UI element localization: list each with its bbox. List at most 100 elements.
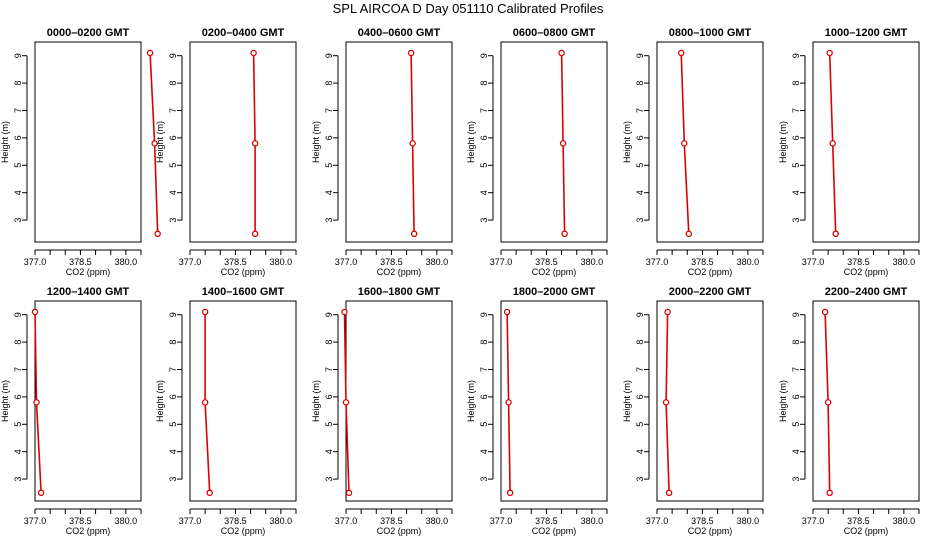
y-tick-label: 5 [324,422,334,427]
y-tick-label: 3 [13,218,23,223]
y-tick-label: 3 [479,218,489,223]
x-tick-label: 380.0 [270,257,293,267]
x-axis-label: CO2 (ppm) [688,267,733,277]
x-tick-label: 380.0 [115,516,138,526]
y-tick-label: 4 [791,190,801,195]
data-point [33,399,40,406]
data-point [826,489,833,497]
y-tick-label: 3 [479,477,489,482]
x-tick-label: 377.0 [646,516,669,526]
data-point [37,489,45,497]
y-tick-label: 8 [479,340,489,345]
y-tick-label: 8 [791,81,801,86]
y-tick-label: 7 [168,108,178,113]
y-tick-label: 6 [324,394,334,399]
x-axis-label: CO2 (ppm) [688,526,733,536]
panel-frame [34,300,142,502]
y-tick-label: 3 [168,477,178,482]
y-tick-label: 3 [324,218,334,223]
x-tick-label: 380.0 [115,257,138,267]
y-tick-label: 3 [791,477,801,482]
y-tick-label: 7 [791,367,801,372]
chart-panel: 0400–0600 GMT 377.0 378.5 380.0 CO2 (ppm) 3 4 5… [311,27,453,277]
x-tick-label: 378.5 [535,257,558,267]
chart-panel: 1600–1800 GMT 377.0 378.5 380.0 CO2 (ppm) 3 4 5… [311,286,453,536]
y-tick-label: 3 [791,218,801,223]
data-point [824,399,832,406]
x-tick-label: 380.0 [737,257,760,267]
x-tick-label: 378.5 [847,257,870,267]
y-tick-label: 9 [13,53,23,58]
y-tick-label: 8 [635,340,645,345]
y-tick-label: 6 [791,394,801,399]
y-tick-label: 8 [479,81,489,86]
panel-frame [34,41,142,243]
y-tick-label: 5 [168,422,178,427]
data-point [559,140,567,147]
x-tick-label: 380.0 [893,516,916,526]
y-axis-label: Height (m) [311,380,321,422]
y-tick-label: 8 [13,81,23,86]
y-tick-label: 8 [168,340,178,345]
y-tick-label: 5 [479,163,489,168]
data-point [206,489,213,497]
y-tick-label: 4 [479,190,489,195]
x-axis-label: CO2 (ppm) [66,267,111,277]
data-point [410,230,418,238]
x-tick-label: 378.5 [380,516,403,526]
x-tick-label: 378.5 [691,257,714,267]
y-tick-label: 7 [324,367,334,372]
x-tick-label: 377.0 [490,257,513,267]
panel-frame [656,41,764,243]
data-point [505,399,512,406]
y-tick-label: 9 [324,53,334,58]
chart-panel: 0800–1000 GMT 377.0 378.5 380.0 CO2 (ppm) 3 4 5… [622,27,764,277]
y-tick-label: 8 [168,81,178,86]
x-tick-label: 377.0 [335,257,358,267]
data-point [409,140,416,147]
data-point [829,140,836,147]
x-tick-label: 378.5 [691,516,714,526]
y-tick-label: 6 [168,135,178,140]
data-point [506,489,514,497]
data-point [250,49,257,57]
x-tick-label: 380.0 [581,516,604,526]
data-point [407,49,415,57]
y-tick-label: 7 [13,108,23,113]
y-tick-label: 7 [635,367,645,372]
y-tick-label: 6 [13,135,23,140]
x-tick-label: 377.0 [490,516,513,526]
x-tick-label: 380.0 [270,516,293,526]
panel-frame [812,41,920,243]
y-tick-label: 3 [13,477,23,482]
chart-panel: 0200–0400 GMT 377.0 378.5 380.0 CO2 (ppm) 3 4 5… [155,27,297,277]
panel-title: 2000–2200 GMT [669,286,752,298]
x-tick-label: 377.0 [802,516,825,526]
data-point [664,308,671,316]
y-tick-label: 9 [324,312,334,317]
x-tick-label: 378.5 [69,516,92,526]
data-point [561,230,568,238]
chart-panel: 1200–1400 GMT 377.0 378.5 380.0 CO2 (ppm) 3 4 5… [0,286,142,536]
panel-title: 1600–1800 GMT [358,286,441,298]
data-point [201,308,209,316]
panel-title: 1000–1200 GMT [825,27,908,39]
y-tick-label: 5 [13,422,23,427]
y-axis-label: Height (m) [0,380,10,422]
x-tick-label: 378.5 [380,257,403,267]
x-tick-label: 377.0 [24,257,47,267]
y-tick-label: 6 [168,394,178,399]
y-tick-label: 4 [324,449,334,454]
y-tick-label: 5 [479,422,489,427]
panel-title: 0800–1000 GMT [669,27,752,39]
y-tick-label: 5 [635,422,645,427]
y-tick-label: 9 [168,312,178,317]
y-tick-label: 4 [791,449,801,454]
data-point [151,140,158,147]
data-point [832,230,839,238]
panel-title: 1800–2000 GMT [513,286,596,298]
data-point [342,399,350,406]
y-tick-label: 9 [479,312,489,317]
x-axis-label: CO2 (ppm) [221,267,266,277]
